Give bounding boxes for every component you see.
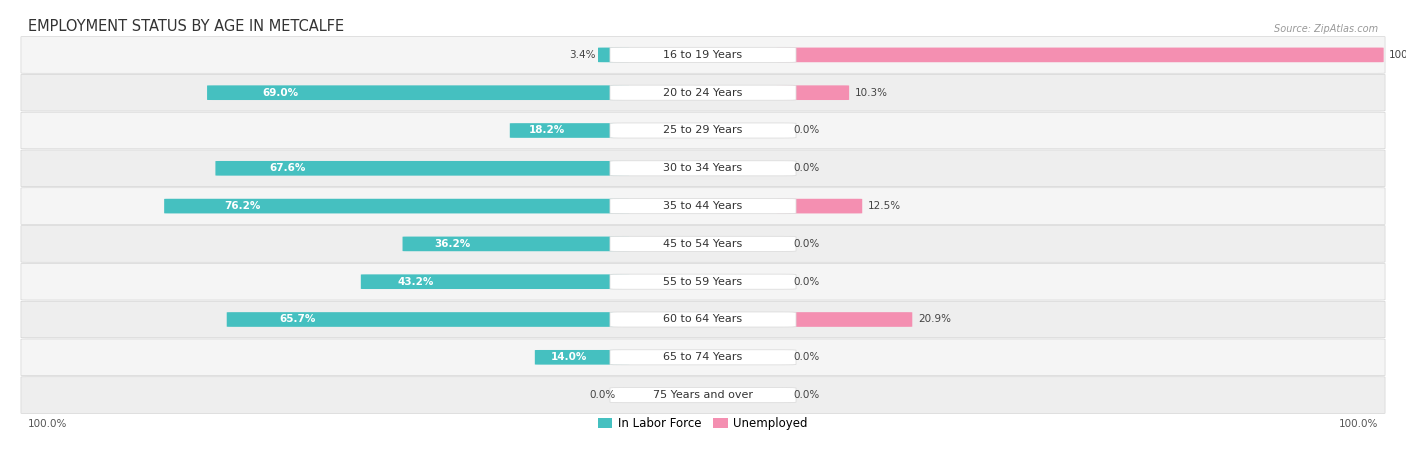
FancyBboxPatch shape <box>534 350 630 365</box>
FancyBboxPatch shape <box>165 199 630 213</box>
Text: 36.2%: 36.2% <box>434 239 470 249</box>
Text: Source: ZipAtlas.com: Source: ZipAtlas.com <box>1274 24 1378 34</box>
FancyBboxPatch shape <box>361 274 630 289</box>
FancyBboxPatch shape <box>21 188 1385 225</box>
FancyBboxPatch shape <box>21 74 1385 111</box>
FancyBboxPatch shape <box>207 86 630 100</box>
FancyBboxPatch shape <box>610 161 796 176</box>
FancyBboxPatch shape <box>21 377 1385 414</box>
Text: 65 to 74 Years: 65 to 74 Years <box>664 352 742 362</box>
FancyBboxPatch shape <box>610 47 796 63</box>
Text: 25 to 29 Years: 25 to 29 Years <box>664 126 742 135</box>
Legend: In Labor Force, Unemployed: In Labor Force, Unemployed <box>593 412 813 435</box>
FancyBboxPatch shape <box>510 123 630 138</box>
Text: 67.6%: 67.6% <box>270 163 305 173</box>
Text: 0.0%: 0.0% <box>793 126 820 135</box>
FancyBboxPatch shape <box>776 86 849 100</box>
Text: 0.0%: 0.0% <box>793 390 820 400</box>
FancyBboxPatch shape <box>21 339 1385 376</box>
FancyBboxPatch shape <box>776 199 862 213</box>
FancyBboxPatch shape <box>21 225 1385 262</box>
Text: 16 to 19 Years: 16 to 19 Years <box>664 50 742 60</box>
FancyBboxPatch shape <box>226 312 630 327</box>
FancyBboxPatch shape <box>610 274 796 289</box>
FancyBboxPatch shape <box>776 312 912 327</box>
FancyBboxPatch shape <box>598 48 630 62</box>
Text: 0.0%: 0.0% <box>793 239 820 249</box>
FancyBboxPatch shape <box>610 198 796 214</box>
FancyBboxPatch shape <box>21 112 1385 149</box>
Text: 20 to 24 Years: 20 to 24 Years <box>664 88 742 98</box>
FancyBboxPatch shape <box>21 150 1385 187</box>
Text: 10.3%: 10.3% <box>855 88 887 98</box>
Text: 0.0%: 0.0% <box>793 352 820 362</box>
FancyBboxPatch shape <box>610 236 796 252</box>
Text: 12.5%: 12.5% <box>868 201 901 211</box>
FancyBboxPatch shape <box>610 123 796 138</box>
Text: 75 Years and over: 75 Years and over <box>652 390 754 400</box>
Text: 30 to 34 Years: 30 to 34 Years <box>664 163 742 173</box>
FancyBboxPatch shape <box>402 237 630 251</box>
Text: 100.0%: 100.0% <box>1389 50 1406 60</box>
Text: 45 to 54 Years: 45 to 54 Years <box>664 239 742 249</box>
Text: 65.7%: 65.7% <box>280 315 315 324</box>
FancyBboxPatch shape <box>776 48 1384 62</box>
FancyBboxPatch shape <box>215 161 630 176</box>
Text: 0.0%: 0.0% <box>793 277 820 287</box>
FancyBboxPatch shape <box>610 312 796 327</box>
Text: 14.0%: 14.0% <box>550 352 586 362</box>
Text: 60 to 64 Years: 60 to 64 Years <box>664 315 742 324</box>
FancyBboxPatch shape <box>610 85 796 100</box>
FancyBboxPatch shape <box>21 301 1385 338</box>
Text: 55 to 59 Years: 55 to 59 Years <box>664 277 742 287</box>
Text: 3.4%: 3.4% <box>569 50 595 60</box>
Text: 20.9%: 20.9% <box>918 315 950 324</box>
FancyBboxPatch shape <box>21 263 1385 300</box>
Text: 100.0%: 100.0% <box>28 418 67 428</box>
FancyBboxPatch shape <box>610 350 796 365</box>
Text: 100.0%: 100.0% <box>1339 418 1378 428</box>
Text: 69.0%: 69.0% <box>262 88 298 98</box>
Text: 35 to 44 Years: 35 to 44 Years <box>664 201 742 211</box>
Text: 76.2%: 76.2% <box>224 201 260 211</box>
Text: EMPLOYMENT STATUS BY AGE IN METCALFE: EMPLOYMENT STATUS BY AGE IN METCALFE <box>28 19 344 34</box>
Text: 0.0%: 0.0% <box>589 390 616 400</box>
Text: 18.2%: 18.2% <box>529 126 565 135</box>
Text: 0.0%: 0.0% <box>793 163 820 173</box>
FancyBboxPatch shape <box>610 387 796 403</box>
Text: 43.2%: 43.2% <box>398 277 433 287</box>
FancyBboxPatch shape <box>21 36 1385 73</box>
